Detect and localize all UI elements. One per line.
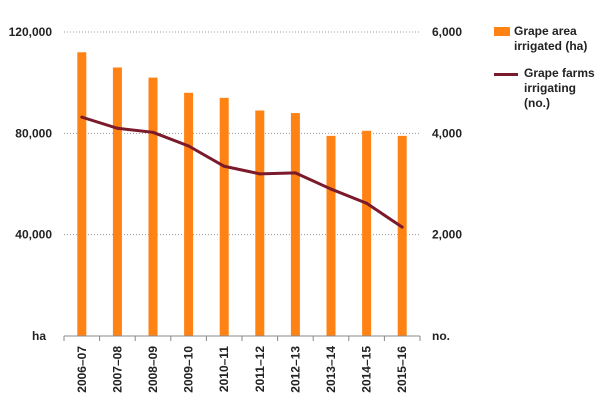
line-point-2009–10 [187, 144, 191, 148]
bar-2011–12 [255, 110, 265, 337]
x-tick-label: 2011–12 [253, 346, 267, 392]
x-tick-label: 2012–13 [288, 346, 302, 393]
y-left-tick-label: 40,000 [15, 228, 52, 242]
bar-2006–07 [77, 52, 87, 337]
legend-swatch-line [494, 73, 518, 76]
x-tick-label: 2015–16 [395, 346, 409, 393]
legend-item-bar: Grape area irrigated (ha) [494, 24, 600, 54]
x-tick-label: 2014–15 [360, 346, 374, 393]
line-point-2006–07 [80, 115, 84, 119]
bar-2007–08 [112, 67, 122, 336]
x-tick-label: 2007–08 [110, 346, 124, 393]
x-tick-label: 2010–11 [217, 346, 231, 392]
legend-label-line: Grape farms irrigating (no.) [524, 66, 595, 110]
x-tick-label: 2006–07 [75, 346, 89, 393]
bar-2015–16 [397, 135, 407, 336]
bar-2008–09 [148, 77, 158, 336]
x-tick-label: 2008–09 [146, 346, 160, 393]
y-right-tick-label: 2,000 [432, 228, 462, 242]
line-point-2013–14 [329, 187, 333, 191]
bar-2013–14 [326, 135, 336, 336]
y-left-unit-label: ha [32, 329, 46, 343]
legend-item-line: Grape farms irrigating (no.) [494, 66, 600, 111]
line-point-2008–09 [151, 130, 155, 134]
bar-2014–15 [362, 130, 372, 336]
y-right-tick-label: 4,000 [432, 126, 462, 140]
line-point-2011–12 [258, 172, 262, 176]
line-point-2015–16 [400, 225, 404, 229]
y-right-unit-label: no. [432, 329, 450, 343]
line-point-2007–08 [115, 126, 119, 130]
legend: Grape area irrigated (ha) Grape farms ir… [494, 24, 600, 123]
line-series-farms [81, 115, 404, 229]
bar-2012–13 [290, 113, 300, 336]
x-tick-label: 2009–10 [182, 346, 196, 393]
line-point-2010–11 [222, 164, 226, 168]
y-left-tick-label: 120,000 [9, 25, 53, 39]
bar-2009–10 [184, 92, 194, 336]
x-tick-label: 2013–14 [324, 346, 338, 393]
legend-swatch-bar [494, 27, 510, 36]
y-right-tick-label: 6,000 [432, 25, 462, 39]
legend-label-bar: Grape area irrigated (ha) [514, 24, 588, 53]
bar-2010–11 [219, 97, 229, 336]
line-point-2014–15 [365, 201, 369, 205]
y-left-tick-label: 80,000 [15, 126, 52, 140]
line-point-2012–13 [293, 171, 297, 175]
